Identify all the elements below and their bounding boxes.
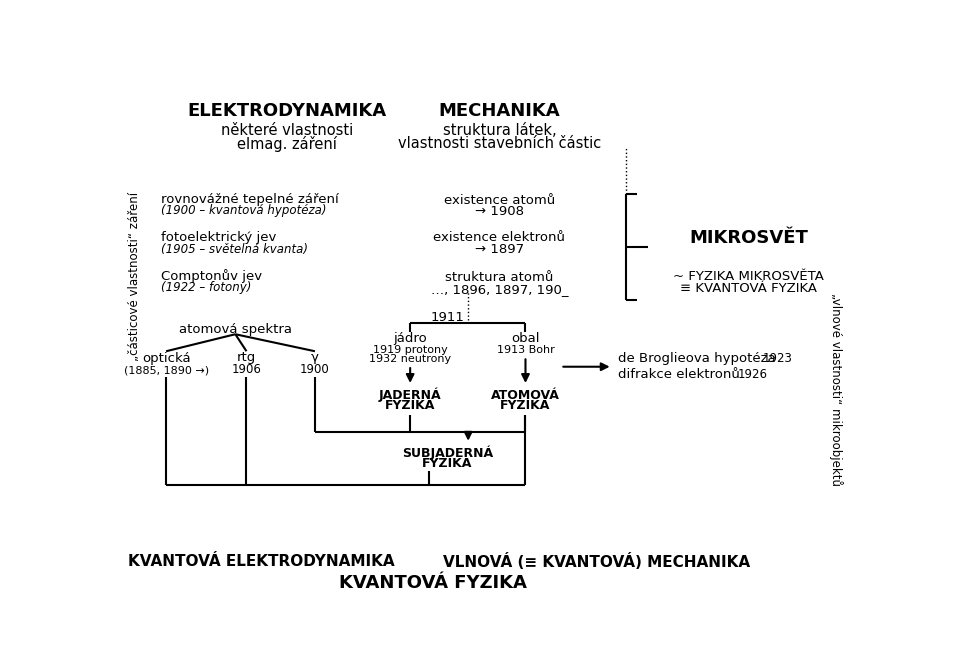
- Text: KVANTOVÁ FYZIKA: KVANTOVÁ FYZIKA: [339, 574, 526, 592]
- Text: → 1897: → 1897: [475, 243, 524, 255]
- Text: fotoelektrický jev: fotoelektrický jev: [161, 231, 276, 245]
- Text: MIKROSVĚT: MIKROSVĚT: [689, 228, 808, 247]
- Text: ≡ KVANTOVÁ FYZIKA: ≡ KVANTOVÁ FYZIKA: [681, 282, 817, 295]
- Text: ATOMOVÁ: ATOMOVÁ: [492, 389, 560, 401]
- Text: SUBJADERNÁ: SUBJADERNÁ: [402, 446, 492, 460]
- Text: ~ FYZIKA MIKROSVĚTA: ~ FYZIKA MIKROSVĚTA: [673, 270, 824, 283]
- Text: „částicové vlastnosti“ záření: „částicové vlastnosti“ záření: [129, 192, 141, 361]
- Text: JADERNÁ: JADERNÁ: [379, 388, 442, 403]
- Text: 1906: 1906: [231, 362, 261, 376]
- Text: FYZIKA: FYZIKA: [500, 399, 551, 412]
- Text: …, 1896, 1897, 190_: …, 1896, 1897, 190_: [431, 283, 568, 296]
- Text: FYZIKA: FYZIKA: [422, 457, 472, 470]
- Text: existence elektronů: existence elektronů: [434, 231, 565, 245]
- Text: (1905 – světelná kvanta): (1905 – světelná kvanta): [161, 243, 308, 255]
- Text: difrakce elektronů: difrakce elektronů: [618, 368, 740, 381]
- Text: rtg: rtg: [237, 352, 256, 364]
- Text: VLNOVÁ (≡ KVANTOVÁ) MECHANIKA: VLNOVÁ (≡ KVANTOVÁ) MECHANIKA: [443, 553, 750, 570]
- Text: de Broglieova hypotéza: de Broglieova hypotéza: [618, 352, 777, 366]
- Text: Comptonův jev: Comptonův jev: [161, 269, 262, 283]
- Text: MECHANIKA: MECHANIKA: [439, 102, 561, 120]
- Text: optická: optická: [142, 352, 190, 366]
- Text: (1885, 1890 →): (1885, 1890 →): [124, 365, 208, 375]
- Text: 1900: 1900: [300, 362, 330, 376]
- Text: 1911: 1911: [430, 311, 465, 324]
- Text: → 1908: → 1908: [475, 205, 524, 218]
- Text: atomová spektra: atomová spektra: [179, 322, 292, 336]
- Text: KVANTOVÁ ELEKTRODYNAMIKA: KVANTOVÁ ELEKTRODYNAMIKA: [128, 553, 395, 569]
- Text: vlastnosti stavebních částic: vlastnosti stavebních částic: [397, 135, 601, 151]
- Text: struktura atomů: struktura atomů: [445, 271, 554, 285]
- Text: 1919 protony: 1919 protony: [372, 344, 447, 354]
- Text: (1922 – fotony): (1922 – fotony): [161, 281, 252, 294]
- Text: rovnovážné tepelné záření: rovnovážné tepelné záření: [161, 192, 339, 206]
- Text: některé vlastnosti: některé vlastnosti: [221, 123, 353, 138]
- Text: struktura látek,: struktura látek,: [443, 123, 556, 138]
- Text: (1900 – kvantová hypotéza): (1900 – kvantová hypotéza): [161, 204, 326, 217]
- Text: 1913 Bohr: 1913 Bohr: [496, 344, 554, 354]
- Text: FYZIKA: FYZIKA: [385, 399, 435, 412]
- Text: 1926: 1926: [737, 368, 768, 381]
- Text: γ: γ: [311, 352, 319, 364]
- Text: 1932 neutrony: 1932 neutrony: [369, 354, 451, 364]
- Text: existence atomů: existence atomů: [444, 194, 555, 206]
- Text: „vlnové vlastnosti“ mikroobjektů: „vlnové vlastnosti“ mikroobjektů: [828, 293, 843, 486]
- Text: jádro: jádro: [394, 332, 427, 345]
- Text: elmag. záření: elmag. záření: [237, 135, 337, 151]
- Text: ELEKTRODYNAMIKA: ELEKTRODYNAMIKA: [188, 102, 387, 120]
- Text: 1923: 1923: [763, 352, 793, 366]
- Text: obal: obal: [512, 332, 540, 345]
